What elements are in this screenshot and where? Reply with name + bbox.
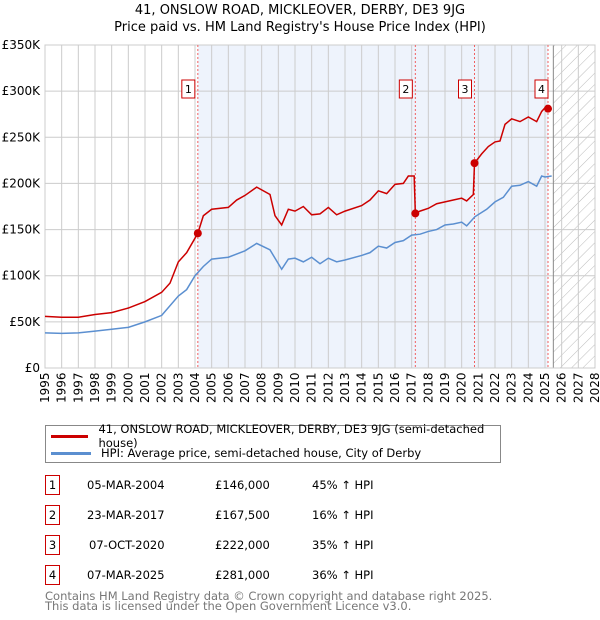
x-tick-label: 1998 — [88, 372, 102, 403]
legend-item-hpi: HPI: Average price, semi-detached house,… — [46, 445, 421, 461]
y-tick-label: £350K — [2, 38, 42, 52]
sale-label-box — [534, 79, 549, 99]
sale-label-box — [398, 79, 413, 99]
chart-subtitle: Price paid vs. HM Land Registry's House … — [114, 20, 486, 35]
x-tick-label: 2005 — [205, 372, 219, 403]
hpi-diff: 45% ↑ HPI — [312, 478, 374, 492]
sale-label: 2 — [402, 83, 409, 96]
sale-marker-badge: 4 — [45, 565, 60, 585]
hpi-line — [44, 175, 552, 335]
x-tick-label: 2028 — [588, 372, 600, 403]
legend-label: HPI: Average price, semi-detached house,… — [101, 446, 422, 460]
x-tick-label: 2000 — [121, 372, 135, 403]
sale-price: £167,500 — [215, 508, 270, 522]
x-tick-label: 1999 — [105, 372, 119, 403]
hpi-diff: 36% ↑ HPI — [312, 568, 374, 582]
footer-copyright: Contains HM Land Registry data © Crown c… — [45, 589, 493, 603]
legend: 41, ONSLOW ROAD, MICKLEOVER, DERBY, DE3 … — [45, 422, 501, 463]
sale-date: 23-MAR-2017 — [87, 508, 165, 522]
sale-marker-badge: 2 — [45, 505, 60, 525]
x-tick-label: 2022 — [488, 372, 502, 403]
x-tick-label: 2010 — [288, 372, 302, 403]
hpi-diff: 16% ↑ HPI — [312, 508, 374, 522]
y-tick-label: £250K — [2, 130, 42, 144]
x-tick-label: 2024 — [521, 372, 535, 403]
price-paid-line — [44, 104, 552, 318]
x-tick-label: 2025 — [538, 372, 552, 403]
x-tick-label: 2014 — [355, 372, 369, 403]
x-tick-label: 2008 — [255, 372, 269, 403]
sale-price: £146,000 — [215, 478, 270, 492]
sale-date: 07-MAR-2025 — [87, 568, 165, 582]
x-tick-label: 2027 — [571, 372, 585, 403]
sale-label: 3 — [462, 83, 469, 96]
x-tick-label: 2007 — [238, 372, 252, 403]
forecast-hatch — [553, 45, 595, 368]
sale-label: 1 — [185, 83, 192, 96]
y-tick-label: £200K — [2, 176, 42, 190]
sale-date: 07-OCT-2020 — [89, 538, 165, 552]
sale-point — [411, 209, 420, 218]
x-tick-label: 1995 — [38, 372, 52, 403]
plot-border — [44, 44, 596, 369]
x-tick-label: 2015 — [371, 372, 385, 403]
footer-licence: This data is licensed under the Open Gov… — [45, 599, 412, 613]
x-tick-label: 2021 — [471, 372, 485, 403]
sale-label-box — [458, 79, 472, 99]
legend-swatch-blue — [51, 451, 91, 455]
price-chart: 1995 1996 1997 1998 1999 2000 2001 2002 2003 2004… — [2, 38, 600, 403]
x-tick-label: 2011 — [305, 372, 319, 403]
transaction-row: 1 05-MAR-2004 £146,000 45% ↑ HPI — [45, 475, 445, 495]
x-tick-label: 2003 — [171, 372, 185, 403]
sale-point — [470, 159, 479, 168]
x-tick-label: 2006 — [221, 372, 235, 403]
x-tick-label: 2001 — [138, 372, 152, 403]
sale-price: £281,000 — [215, 568, 270, 582]
x-tick-label: 2023 — [505, 372, 519, 403]
x-tick-label: 1997 — [71, 372, 85, 403]
sale-label: 4 — [538, 83, 545, 96]
transaction-row: 4 07-MAR-2025 £281,000 36% ↑ HPI — [45, 565, 445, 585]
x-tick-label: 2002 — [155, 372, 169, 403]
transaction-row: 2 23-MAR-2017 £167,500 16% ↑ HPI — [45, 505, 445, 525]
x-tick-label: 2004 — [188, 372, 202, 403]
y-tick-label: £100K — [2, 269, 42, 283]
x-tick-label: 2018 — [421, 372, 435, 403]
sale-point — [193, 229, 202, 238]
x-tick-label: 2020 — [455, 372, 469, 403]
y-tick-label: £0 — [25, 361, 40, 375]
x-tick-label: 2012 — [321, 372, 335, 403]
sale-date: 05-MAR-2004 — [87, 478, 165, 492]
sale-marker-badge: 3 — [45, 535, 60, 555]
chart-title: 41, ONSLOW ROAD, MICKLEOVER, DERBY, DE3 … — [134, 3, 466, 18]
x-tick-label: 2013 — [338, 372, 352, 403]
legend-swatch-red — [51, 434, 89, 438]
sale-point — [544, 104, 552, 113]
y-tick-label: £150K — [2, 223, 42, 237]
transaction-row: 3 07-OCT-2020 £222,000 35% ↑ HPI — [45, 535, 445, 555]
sale-label-box — [181, 79, 196, 99]
x-tick-label: 2009 — [271, 372, 285, 403]
legend-item-property: 41, ONSLOW ROAD, MICKLEOVER, DERBY, DE3 … — [46, 422, 500, 450]
y-tick-label: £50K — [9, 315, 41, 329]
x-tick-label: 2019 — [438, 372, 452, 403]
sale-price: £222,000 — [215, 538, 270, 552]
legend-label: 41, ONSLOW ROAD, MICKLEOVER, DERBY, DE3 … — [98, 422, 485, 450]
hpi-diff: 35% ↑ HPI — [312, 538, 374, 552]
x-tick-label: 1996 — [55, 372, 69, 403]
x-tick-label: 2026 — [555, 372, 569, 403]
x-tick-label: 2017 — [405, 372, 419, 403]
sale-marker-badge: 1 — [45, 475, 60, 495]
y-tick-label: £300K — [2, 84, 42, 98]
x-tick-label: 2016 — [388, 372, 402, 403]
